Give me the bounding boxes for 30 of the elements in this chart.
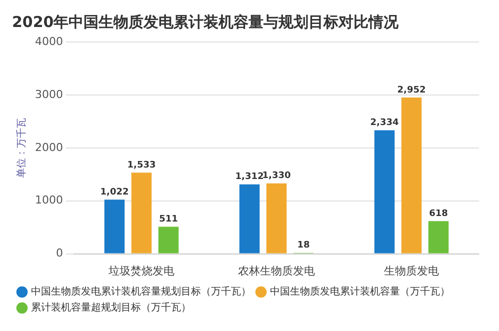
x-tick-label: 农林生物质发电 <box>238 264 315 278</box>
data-label: 1,312 <box>235 172 264 182</box>
data-label: 1,330 <box>262 171 291 182</box>
bar <box>401 97 422 254</box>
bar <box>374 130 395 254</box>
data-label: 511 <box>159 214 178 225</box>
bar <box>158 226 179 254</box>
x-tick-label: 生物质发电 <box>384 264 439 278</box>
data-label: 618 <box>429 208 448 219</box>
bar <box>239 184 260 254</box>
bar <box>266 183 287 254</box>
legend-label: 中国生物质发电累计装机容量（万千瓦） <box>270 286 450 298</box>
chart-title: 2020年中国生物质发电累计装机容量与规划目标对比情况 <box>12 12 400 31</box>
data-label: 1,533 <box>127 160 156 170</box>
bar <box>131 172 152 254</box>
y-tick-label: 2000 <box>34 140 63 154</box>
data-label: 2,334 <box>370 118 399 128</box>
legend-label: 中国生物质发电累计装机容量规划目标（万千瓦） <box>31 286 251 298</box>
y-tick-label: 1000 <box>34 194 63 207</box>
data-label: 1,022 <box>100 188 129 198</box>
bar <box>428 221 449 254</box>
data-label: 2,952 <box>397 85 426 96</box>
bar <box>104 200 125 254</box>
legend-label: 累计装机容量超规划目标（万千瓦） <box>31 302 191 314</box>
y-axis-title: 单位：万千瓦 <box>16 118 28 178</box>
x-tick-label: 垃圾焚烧发电 <box>107 264 174 278</box>
y-tick-label: 0 <box>56 246 63 260</box>
y-tick-label: 4000 <box>34 34 63 48</box>
y-tick-label: 3000 <box>34 88 63 101</box>
data-label: 18 <box>297 240 310 251</box>
